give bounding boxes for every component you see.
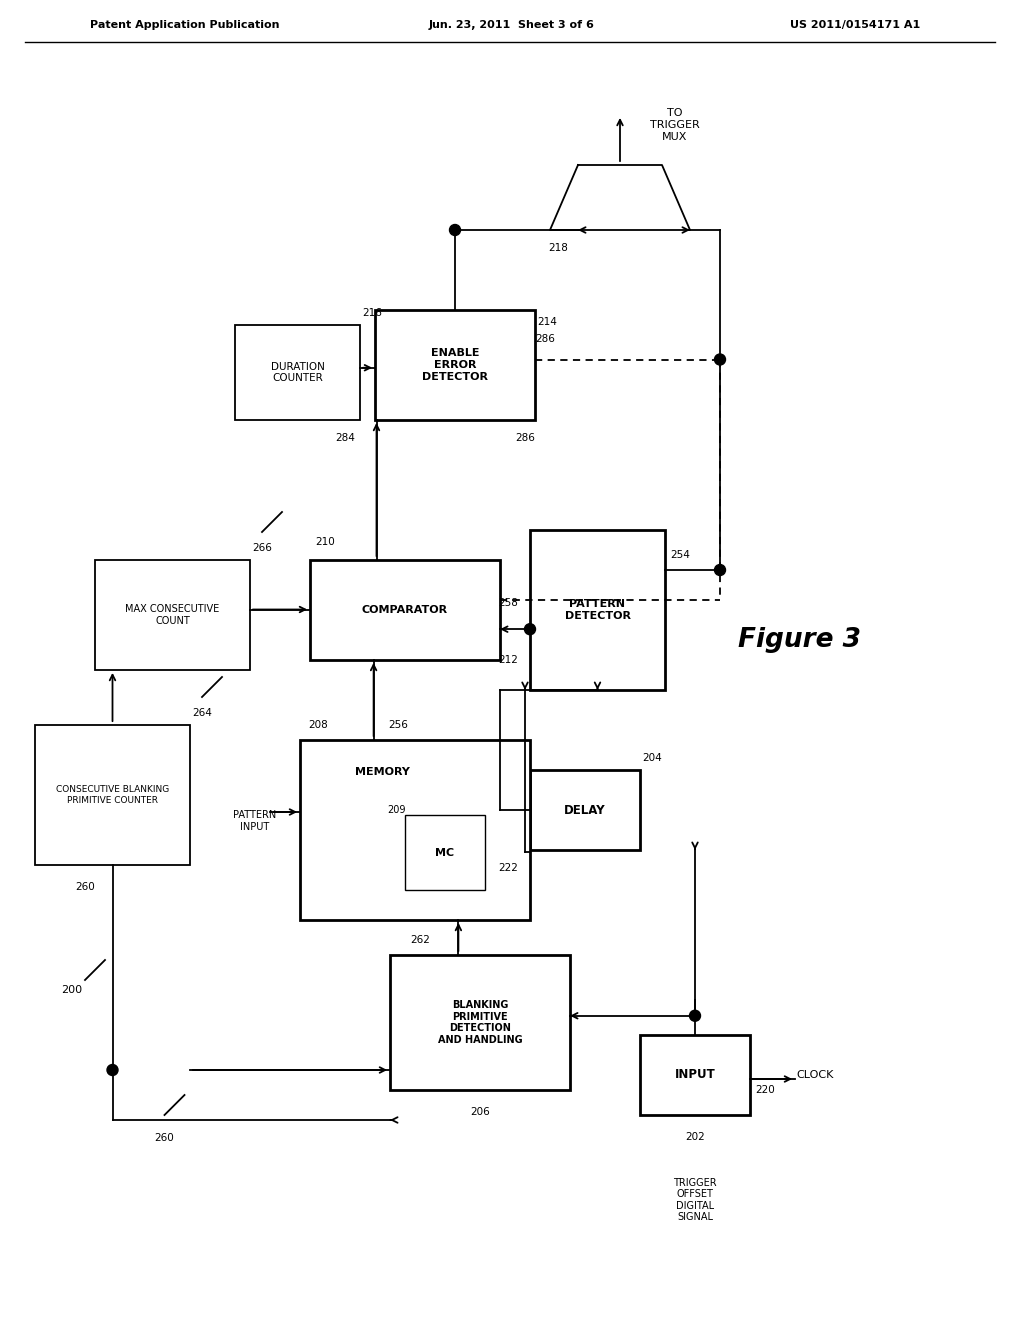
Circle shape bbox=[450, 224, 461, 235]
Text: MC: MC bbox=[435, 847, 455, 858]
Text: COMPARATOR: COMPARATOR bbox=[361, 605, 449, 615]
Text: Figure 3: Figure 3 bbox=[738, 627, 861, 653]
Text: 218: 218 bbox=[548, 243, 568, 253]
Text: BLANKING
PRIMITIVE
DETECTION
AND HANDLING: BLANKING PRIMITIVE DETECTION AND HANDLIN… bbox=[437, 1001, 522, 1045]
Circle shape bbox=[106, 1064, 118, 1076]
Text: PATTERN
INPUT: PATTERN INPUT bbox=[233, 810, 276, 832]
Text: CLOCK: CLOCK bbox=[797, 1071, 834, 1080]
Text: 260: 260 bbox=[75, 882, 95, 892]
Bar bbox=[390, 954, 570, 1090]
Bar bbox=[530, 531, 665, 690]
Text: DURATION
COUNTER: DURATION COUNTER bbox=[270, 362, 325, 383]
Circle shape bbox=[524, 624, 536, 635]
Text: DELAY: DELAY bbox=[564, 804, 606, 817]
Text: Jun. 23, 2011  Sheet 3 of 6: Jun. 23, 2011 Sheet 3 of 6 bbox=[429, 20, 595, 30]
Text: ENABLE
ERROR
DETECTOR: ENABLE ERROR DETECTOR bbox=[422, 348, 488, 381]
Bar bbox=[530, 770, 640, 850]
Text: 220: 220 bbox=[755, 1085, 775, 1096]
Text: 209: 209 bbox=[387, 805, 406, 814]
Text: MEMORY: MEMORY bbox=[355, 767, 410, 777]
Text: TRIGGER
OFFSET
DIGITAL
SIGNAL: TRIGGER OFFSET DIGITAL SIGNAL bbox=[673, 1177, 717, 1222]
Text: 222: 222 bbox=[498, 863, 518, 873]
Text: 204: 204 bbox=[642, 752, 662, 763]
Text: 212: 212 bbox=[498, 655, 518, 665]
Text: TO
TRIGGER
MUX: TO TRIGGER MUX bbox=[650, 108, 699, 141]
Text: 208: 208 bbox=[308, 719, 328, 730]
Circle shape bbox=[715, 354, 725, 366]
Text: 264: 264 bbox=[193, 708, 212, 718]
Bar bbox=[310, 560, 500, 660]
Bar bbox=[640, 1035, 750, 1115]
Text: 260: 260 bbox=[155, 1133, 174, 1143]
Text: 210: 210 bbox=[315, 537, 335, 546]
Bar bbox=[234, 325, 360, 420]
Circle shape bbox=[689, 1010, 700, 1022]
Text: INPUT: INPUT bbox=[675, 1068, 716, 1081]
Polygon shape bbox=[550, 165, 690, 230]
Text: 254: 254 bbox=[670, 550, 690, 560]
Text: 206: 206 bbox=[470, 1107, 489, 1117]
Circle shape bbox=[715, 565, 725, 576]
Text: US 2011/0154171 A1: US 2011/0154171 A1 bbox=[790, 20, 921, 30]
Text: 266: 266 bbox=[252, 543, 272, 553]
Text: Patent Application Publication: Patent Application Publication bbox=[90, 20, 280, 30]
Text: 262: 262 bbox=[410, 935, 430, 945]
Text: 214: 214 bbox=[537, 317, 557, 327]
Text: 286: 286 bbox=[536, 334, 555, 345]
Text: CONSECUTIVE BLANKING
PRIMITIVE COUNTER: CONSECUTIVE BLANKING PRIMITIVE COUNTER bbox=[56, 785, 169, 805]
Text: 200: 200 bbox=[61, 985, 83, 995]
Text: 202: 202 bbox=[685, 1133, 705, 1142]
Bar bbox=[300, 741, 530, 920]
Bar bbox=[406, 814, 485, 890]
Bar bbox=[95, 560, 250, 671]
Text: 286: 286 bbox=[515, 433, 535, 444]
Text: 216: 216 bbox=[362, 308, 382, 318]
Text: MAX CONSECUTIVE
COUNT: MAX CONSECUTIVE COUNT bbox=[125, 605, 219, 626]
Text: 256: 256 bbox=[388, 719, 409, 730]
Text: 258: 258 bbox=[498, 598, 518, 609]
Bar bbox=[35, 725, 190, 865]
Bar bbox=[375, 310, 535, 420]
Text: 284: 284 bbox=[335, 433, 355, 444]
Text: PATTERN
DETECTOR: PATTERN DETECTOR bbox=[564, 599, 631, 620]
